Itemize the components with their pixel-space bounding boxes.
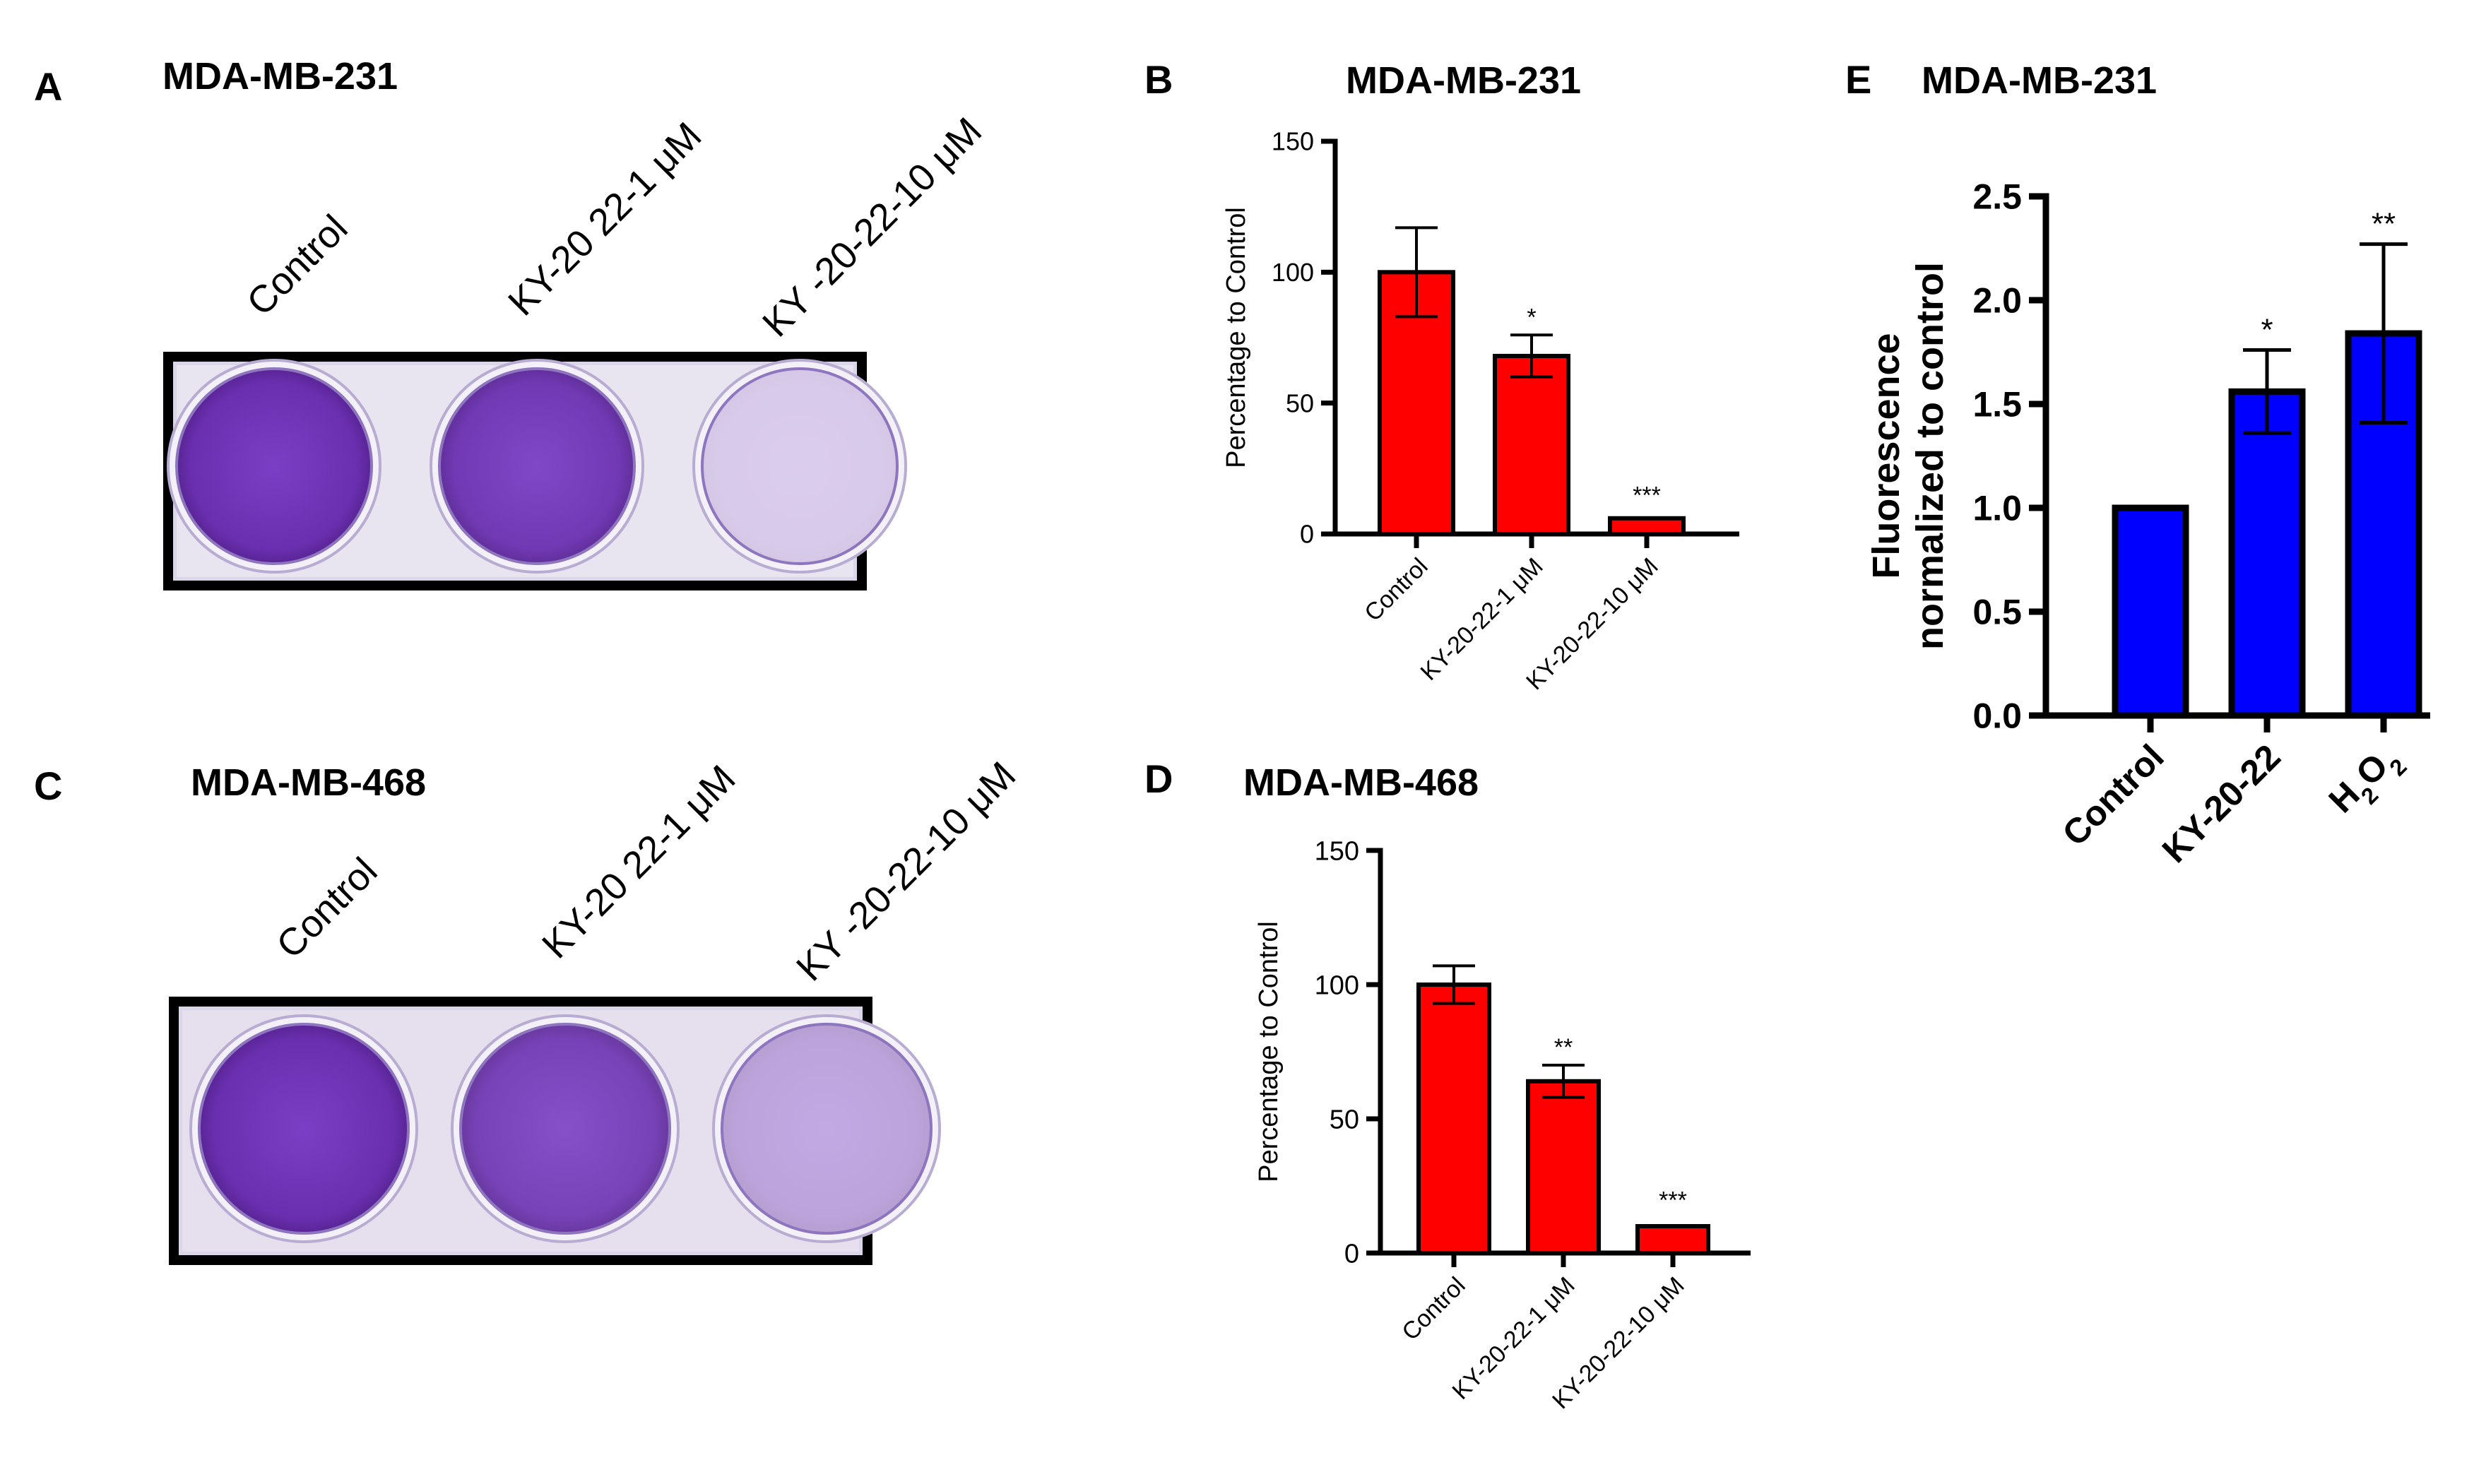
chart-e-title: MDA-MB-231 — [1922, 59, 2157, 102]
panel-letter-d: D — [1144, 756, 1173, 801]
y-tick-label: 0 — [1300, 520, 1314, 549]
y-tick-label: 100 — [1315, 970, 1359, 1000]
chart-d: MDA-MB-468 050100150Control**KY-20-22-1 … — [1243, 761, 1751, 1414]
y-tick-label: 2.0 — [1972, 281, 2022, 321]
y-tick-label: 150 — [1315, 836, 1359, 866]
y-tick-label: 100 — [1272, 258, 1314, 287]
culture-well — [692, 359, 907, 574]
culture-well — [189, 1014, 418, 1243]
bar — [2228, 388, 2306, 719]
significance-label: * — [1527, 304, 1536, 331]
panel-a-title: MDA-MB-231 — [162, 55, 398, 97]
error-bar — [1510, 333, 1553, 379]
panel-a-plate-labels: Control KY-20 22-1 μM KY -20-22-10 μM — [239, 109, 990, 345]
error-bar — [1395, 226, 1438, 319]
plate-label: KY-20 22-1 μM — [500, 114, 709, 323]
significance-label: ** — [2372, 207, 2396, 242]
culture-well — [712, 1014, 941, 1243]
significance-label: *** — [1659, 1187, 1687, 1214]
error-bar — [1542, 1064, 1585, 1099]
x-tick-label: Control — [1397, 1272, 1470, 1346]
chart-e: MDA-MB-231 0.0 0.5 1.0 1.5 2.0 2.5 Control * KY-… — [1865, 59, 2430, 870]
y-axis-title: normalized to control — [1909, 262, 1951, 650]
error-bar — [1433, 964, 1475, 1005]
chart-b-title: MDA-MB-231 — [1346, 59, 1581, 102]
culture-well — [430, 359, 644, 574]
plate-label: KY -20-22-10 μM — [754, 109, 990, 345]
x-tick-label: H2O2 — [2321, 737, 2412, 827]
y-tick-label: 150 — [1272, 127, 1314, 156]
bar — [1526, 1079, 1601, 1256]
x-tick-label: KY-20-22-1 μM — [1415, 553, 1548, 686]
panel-c-plate-photo — [169, 997, 941, 1265]
y-axis-title: Fluorescence — [1865, 333, 1907, 578]
x-tick-label: Control — [1359, 553, 1433, 627]
significance-label: *** — [1633, 482, 1661, 509]
y-tick-label: 0.0 — [1972, 696, 2022, 736]
y-tick-label: 50 — [1330, 1105, 1359, 1134]
bar — [1635, 1224, 1710, 1255]
panel-letter-c: C — [34, 764, 62, 808]
bar — [1416, 983, 1491, 1255]
error-bar — [2243, 348, 2291, 435]
significance-label: ** — [1554, 1034, 1573, 1061]
chart-d-title: MDA-MB-468 — [1243, 761, 1479, 804]
chart-b: MDA-MB-231 0 50 100 150 Control * KY-20-22-1 μ… — [1221, 59, 1739, 695]
panel-c-title: MDA-MB-468 — [191, 761, 426, 804]
culture-well — [451, 1014, 680, 1243]
culture-well — [167, 359, 381, 574]
bar — [2112, 504, 2189, 719]
plate-label: KY-20 22-1 μM — [534, 757, 743, 966]
y-axis-title: Percentage to Control — [1254, 921, 1284, 1182]
y-tick-label: 1.0 — [1972, 489, 2022, 528]
y-axis-title: Percentage to Control — [1221, 207, 1251, 468]
y-tick-label: 1.5 — [1972, 385, 2022, 425]
plate-label: Control — [268, 850, 386, 967]
y-tick-label: 0 — [1344, 1239, 1359, 1269]
plate-label: Control — [239, 207, 356, 324]
x-tick-label: KY-20-22 — [2155, 737, 2288, 870]
panel-letter-e: E — [1845, 57, 1871, 102]
bar — [1608, 516, 1686, 537]
y-tick-label: 50 — [1286, 388, 1314, 417]
plate-label: KY -20-22-10 μM — [788, 754, 1024, 989]
panel-letter-a: A — [34, 64, 62, 109]
y-tick-label: 2.5 — [1972, 177, 2022, 217]
bar — [1493, 353, 1570, 536]
x-tick-label: Control — [2055, 737, 2172, 853]
panel-a-plate-photo — [163, 352, 907, 590]
y-tick-label: 0.5 — [1972, 593, 2022, 632]
panel-letter-b: B — [1144, 57, 1173, 102]
significance-label: * — [2261, 313, 2273, 348]
error-bar — [2360, 242, 2408, 425]
